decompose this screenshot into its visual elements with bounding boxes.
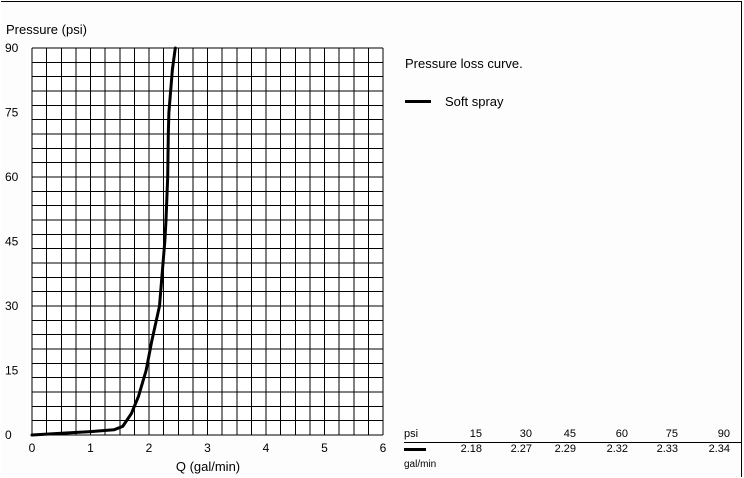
table-cell-flow: 2.32: [606, 443, 628, 455]
legend-item-soft-spray: Soft spray: [405, 94, 504, 109]
grid: [31, 47, 384, 436]
y-tick-label: 30: [5, 299, 19, 313]
table-cell-pressure: 75: [665, 428, 678, 440]
x-tick-label: 6: [380, 441, 387, 455]
legend-label: Soft spray: [445, 94, 504, 109]
y-tick-label: 0: [5, 428, 12, 442]
legend-swatch: [405, 100, 431, 103]
table-cell-flow: 2.29: [554, 443, 576, 455]
table-cell-pressure: 90: [717, 428, 730, 440]
x-tick-label: 4: [263, 441, 270, 455]
y-tick-label: 15: [5, 364, 19, 378]
x-tick-label: 1: [87, 441, 94, 455]
x-tick-label: 2: [146, 441, 153, 455]
table-cell-flow: 2.33: [656, 443, 678, 455]
y-tick-label: 90: [5, 41, 19, 55]
table-cell-flow: 2.27: [510, 443, 532, 455]
x-axis-label: Q (gal/min): [176, 459, 240, 474]
series-group: [30, 46, 177, 437]
pressure-flow-table: psi 15 30 45 60 75 90 2.18 2.27 2.29 2.32 2.33 2.3…: [404, 428, 741, 470]
table-cell-flow: 2.18: [460, 443, 482, 455]
table-unit-psi: psi: [404, 428, 419, 440]
y-tick-label: 45: [5, 235, 19, 249]
y-tick-label: 60: [5, 170, 19, 184]
table-cell-pressure: 30: [519, 428, 532, 440]
table-row-flow: 2.18 2.27 2.29 2.32 2.33 2.34: [404, 443, 741, 457]
legend-title: Pressure loss curve.: [405, 56, 523, 71]
table-unit-gal-min: gal/min: [404, 459, 437, 470]
y-tick-label: 75: [5, 106, 19, 120]
table-cell-pressure: 60: [615, 428, 628, 440]
table-row-pressure: psi 15 30 45 60 75 90: [404, 428, 741, 443]
table-cell-pressure: 45: [563, 428, 576, 440]
table-cell-pressure: 15: [469, 428, 482, 440]
y-axis-label: Pressure (psi): [6, 22, 87, 37]
x-tick-label: 5: [321, 441, 328, 455]
series-line-soft-spray: [30, 46, 177, 437]
table-series-swatch: [404, 448, 426, 451]
x-tick-label: 3: [204, 441, 211, 455]
table-cell-flow: 2.34: [708, 443, 730, 455]
x-tick-label: 0: [29, 441, 36, 455]
